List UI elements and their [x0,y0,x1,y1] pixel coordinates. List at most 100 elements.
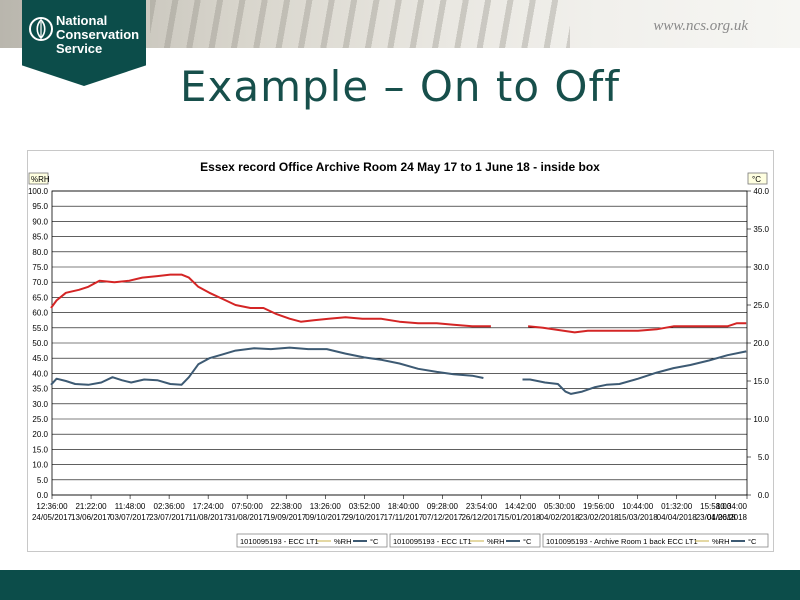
y-tick-label-left: 95.0 [32,202,48,211]
y-tick-label-right: 25.0 [753,301,769,310]
x-tick-date: 01/06/2018 [707,513,748,522]
x-tick-date: 13/06/2017 [71,513,112,522]
x-tick-time: 23:54:00 [466,502,498,511]
x-tick-time: 09:28:00 [427,502,459,511]
ncs-logo[interactable]: National Conservation Service [22,0,146,86]
x-tick-date: 31/08/2017 [227,513,268,522]
x-tick-date: 03/07/2017 [110,513,151,522]
x-tick-time: 10:44:00 [622,502,654,511]
x-tick-date: 29/10/2017 [344,513,385,522]
y-tick-label-left: 35.0 [32,385,48,394]
footer-bar [0,570,800,600]
x-tick-date: 23/02/2018 [579,513,620,522]
x-tick-date: 04/02/2018 [540,513,581,522]
y-tick-label-left: 15.0 [32,445,48,454]
x-tick-time: 11:48:00 [115,502,146,511]
x-tick-time: 21:22:00 [75,502,107,511]
x-tick-time: 14:42:00 [505,502,537,511]
right-axis-label: °C [752,175,761,184]
y-tick-label-right: 5.0 [758,453,770,462]
legend-rh-label: %RH [487,537,505,546]
x-tick-time: 02:36:00 [154,502,186,511]
left-axis-label-box [28,172,49,185]
x-tick-time: 22:38:00 [271,502,303,511]
y-tick-label-left: 50.0 [32,339,48,348]
x-tick-date: 07/12/2017 [422,513,463,522]
legend-rh-label: %RH [334,537,352,546]
y-tick-label-left: 5.0 [37,476,49,485]
y-tick-label-right: 0.0 [758,491,770,500]
x-tick-time: 17:24:00 [193,502,225,511]
left-axis-label: %RH [31,175,50,184]
temp-series-line [50,346,484,386]
x-tick-time: 15:58:00 [700,502,732,511]
y-tick-label-left: 60.0 [32,309,48,318]
legend-device-label: 1010095193 - Archive Room 1 back ECC LT1 [546,537,698,546]
logo-line-2: Conservation [56,27,140,42]
x-tick-date: 26/12/2017 [461,513,502,522]
y-tick-label-left: 40.0 [32,369,48,378]
temp-series-line [522,350,747,395]
y-tick-label-left: 65.0 [32,293,48,302]
y-tick-label-left: 80.0 [32,248,48,257]
logo-line-1: National [56,13,108,28]
x-tick-date: 23/04/2018 [696,513,737,522]
legend-temp-label: °C [748,537,757,546]
legend-frame [542,533,769,548]
x-tick-time: 05:30:00 [544,502,576,511]
y-tick-label-left: 70.0 [32,278,48,287]
right-axis-label-box [747,172,768,185]
website-url[interactable]: www.ncs.org.uk [653,18,748,34]
y-tick-label-right: 35.0 [753,225,769,234]
y-tick-label-left: 55.0 [32,324,48,333]
banner-decoration [150,0,570,48]
x-tick-date: 17/11/2017 [384,513,424,522]
line-chart: Essex record Office Archive Room 24 May … [28,160,770,548]
legend-rh-label: %RH [712,537,730,546]
x-tick-time: 13:26:00 [310,502,342,511]
y-tick-label-right: 20.0 [753,339,769,348]
legend-frame [389,533,541,548]
y-tick-label-left: 20.0 [32,430,48,439]
legend-box: 1010095193 - ECC LT1 %RH °C [389,533,541,548]
y-tick-label-left: 75.0 [32,263,48,272]
x-tick-time: 07:50:00 [232,502,264,511]
logo-line-3: Service [56,41,103,56]
x-tick-date: 04/04/2018 [657,513,698,522]
x-tick-time: 12:36:00 [36,502,68,511]
x-tick-time: 03:52:00 [349,502,381,511]
x-tick-date: 24/05/2017 [32,513,73,522]
chart-panel: Essex record Office Archive Room 24 May … [27,150,774,552]
y-tick-label-left: 25.0 [32,415,48,424]
legend-frame [236,533,388,548]
y-tick-label-left: 0.0 [37,491,49,500]
leaf-icon [29,17,53,41]
x-tick-time: 19:56:00 [583,502,615,511]
y-tick-label-left: 90.0 [32,217,48,226]
x-tick-time: 10:34:00 [716,502,748,511]
x-tick-date: 19/09/2017 [266,513,307,522]
y-tick-label-left: 10.0 [32,461,48,470]
slide-title: Example – On to Off [179,62,621,111]
legend-device-label: 1010095193 - ECC LT1 [393,537,472,546]
y-tick-label-right: 30.0 [753,263,769,272]
x-tick-date: 23/07/2017 [149,513,190,522]
x-tick-time: 18:40:00 [388,502,420,511]
rh-series-line [527,322,747,334]
logo-text: National Conservation Service [56,14,139,56]
y-tick-label-left: 85.0 [32,233,48,242]
rh-series-line [50,273,491,328]
y-tick-label-left: 100.0 [28,187,49,196]
chart-title: Essex record Office Archive Room 24 May … [200,160,600,174]
legend-box: 1010095193 - Archive Room 1 back ECC LT1… [542,533,769,548]
y-tick-label-left: 30.0 [32,400,48,409]
x-tick-date: 11/08/2017 [188,513,228,522]
legend-temp-label: °C [370,537,379,546]
x-tick-date: 09/10/2017 [305,513,346,522]
legend-device-label: 1010095193 - ECC LT1 [240,537,319,546]
y-tick-label-right: 40.0 [753,187,769,196]
x-tick-date: 15/01/2018 [500,513,541,522]
legend-temp-label: °C [523,537,532,546]
x-tick-date: 15/03/2018 [618,513,659,522]
legend-box: 1010095193 - ECC LT1 %RH °C [236,533,388,548]
